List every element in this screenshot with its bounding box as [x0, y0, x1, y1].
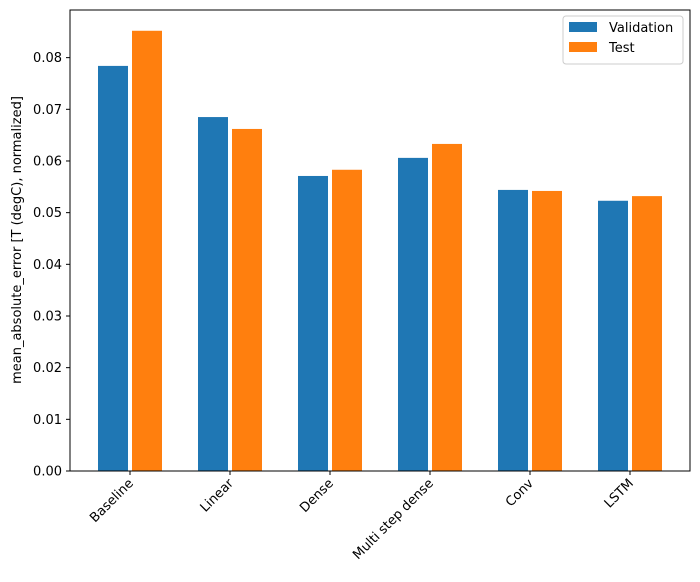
- x-tick-label: Linear: [198, 476, 238, 516]
- x-tick-label: Baseline: [87, 476, 137, 526]
- bar-test-dense: [332, 169, 362, 471]
- bar-validation-dense: [298, 175, 328, 471]
- bar-validation-conv: [498, 189, 528, 471]
- bar-validation-baseline: [98, 65, 128, 472]
- bar-test-conv: [532, 190, 562, 471]
- x-tick-label: Dense: [297, 476, 337, 516]
- y-tick-label: 0.06: [33, 154, 62, 169]
- x-tick-label: Conv: [503, 476, 537, 510]
- x-tick-label: Multi step dense: [350, 476, 437, 563]
- y-tick-label: 0.05: [33, 206, 62, 221]
- legend: Validation Test: [562, 15, 684, 65]
- bar-test-linear: [232, 128, 262, 472]
- y-tick-label: 0.01: [33, 413, 62, 428]
- y-tick-label: 0.08: [33, 51, 62, 66]
- y-tick-label: 0.04: [33, 258, 62, 273]
- y-tick-label: 0.02: [33, 361, 62, 376]
- x-tick-label: LSTM: [602, 476, 637, 511]
- bar-test-baseline: [132, 30, 162, 471]
- y-axis-label: mean_absolute_error [T (degC), normalize…: [10, 96, 25, 384]
- y-tick-label: 0.07: [33, 103, 62, 118]
- legend-label-validation: Validation: [609, 21, 673, 36]
- bar-validation-linear: [198, 117, 228, 472]
- bar-test-lstm: [632, 196, 662, 471]
- bar-validation-multi-step-dense: [398, 157, 428, 471]
- y-tick-label: 0.00: [33, 465, 62, 480]
- bar-test-multi-step-dense: [432, 143, 462, 471]
- legend-swatch-validation: [569, 22, 597, 32]
- legend-label-test: Test: [608, 41, 635, 56]
- y-tick-label: 0.03: [33, 309, 62, 324]
- bar-validation-lstm: [598, 200, 628, 471]
- legend-swatch-test: [569, 42, 597, 52]
- plot-frame: [69, 9, 691, 472]
